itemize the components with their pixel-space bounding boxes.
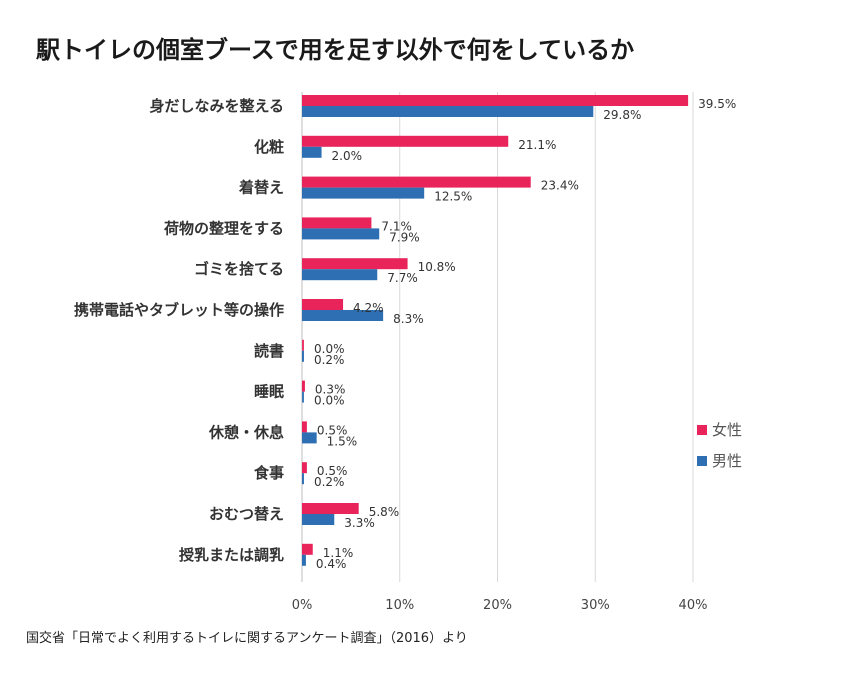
bar-male [302, 106, 594, 117]
chart-title: 駅トイレの個室ブースで用を足す以外で何をしているか [36, 36, 635, 64]
bar-female [302, 339, 304, 351]
category-label: 休憩・休息 [208, 423, 284, 441]
bar-female [302, 176, 531, 188]
x-tick-label: 40% [679, 598, 708, 613]
x-axis-ticks: 0% 10% 20% 30% 40% [292, 598, 708, 613]
value-label: 39.5% [698, 97, 736, 111]
value-label: 1.5% [327, 434, 358, 448]
value-label: 2.0% [332, 149, 363, 163]
value-label: 0.0% [314, 394, 345, 408]
value-label: 5.8% [369, 505, 400, 519]
category-label: 荷物の整理をする [164, 219, 284, 237]
bar-female [302, 462, 307, 474]
value-label: 0.3% [315, 383, 346, 397]
x-tick-label: 0% [292, 598, 313, 613]
bar-female [302, 421, 307, 433]
legend-swatch [697, 425, 707, 435]
bar-female [302, 135, 509, 147]
value-label: 3.3% [344, 516, 375, 530]
legend-swatch [697, 456, 707, 466]
bar-male [302, 473, 304, 485]
bar-male [302, 187, 425, 199]
category-label: 授乳または調乳 [179, 546, 284, 564]
value-label: 29.8% [603, 108, 641, 122]
bar-male [302, 391, 304, 403]
value-label: 12.5% [434, 190, 472, 204]
value-labels: 39.5% 29.8% 21.1% 2.0% 23.4% 12.5% 7.1%7.9% 10.… [314, 97, 736, 571]
value-label: 7.1% [381, 219, 412, 233]
category-label: 身だしなみを整える [149, 97, 284, 115]
legend-label: 男性 [712, 452, 742, 470]
category-label: 携帯電話やタブレット等の操作 [74, 301, 284, 319]
value-label: 7.9% [389, 230, 420, 244]
value-label: 1.1% [323, 546, 354, 560]
value-label: 21.1% [518, 138, 556, 152]
bars [302, 95, 689, 566]
value-label: 0.5% [317, 464, 348, 478]
value-label: 0.2% [314, 475, 345, 489]
bar-female [302, 217, 372, 229]
category-labels: 身だしなみを整える化粧着替え荷物の整理をするゴミを捨てる携帯電話やタブレット等の… [74, 97, 284, 564]
bar-female [302, 543, 313, 555]
category-label: 化粧 [254, 138, 284, 156]
bar-female [302, 380, 305, 392]
bar-male [302, 432, 317, 444]
bar-female [302, 258, 408, 270]
category-label: 食事 [254, 464, 284, 482]
bar-male [302, 350, 304, 362]
bar-female [302, 299, 344, 310]
bar-female [302, 503, 359, 514]
value-label: 0.0% [314, 342, 345, 356]
value-label: 0.4% [316, 557, 347, 571]
bar-male [302, 554, 306, 566]
value-label: 0.5% [317, 423, 348, 437]
legend-label: 女性 [712, 421, 742, 439]
x-tick-label: 10% [385, 598, 414, 613]
bar-male [302, 146, 322, 158]
x-tick-label: 30% [581, 598, 610, 613]
value-label: 7.7% [387, 271, 418, 285]
category-label: 着替え [238, 179, 284, 197]
x-tick-label: 20% [483, 598, 512, 613]
grid-lines [301, 92, 694, 582]
bar-male [302, 269, 378, 281]
category-label: 読書 [254, 342, 284, 360]
value-label: 8.3% [393, 312, 424, 326]
category-label: 睡眠 [254, 383, 284, 401]
bar-male [302, 310, 384, 321]
bar-female [302, 95, 689, 106]
category-label: ゴミを捨てる [194, 260, 284, 278]
category-label: おむつ替え [209, 505, 284, 523]
value-label: 0.2% [314, 353, 345, 367]
bar-male [302, 228, 380, 240]
bar-male [302, 514, 335, 525]
value-label: 4.2% [353, 301, 384, 315]
source-note: 国交省「日常でよく利用するトイレに関するアンケート調査」（2016）より [26, 631, 468, 646]
value-label: 23.4% [541, 179, 579, 193]
value-label: 10.8% [418, 260, 456, 274]
